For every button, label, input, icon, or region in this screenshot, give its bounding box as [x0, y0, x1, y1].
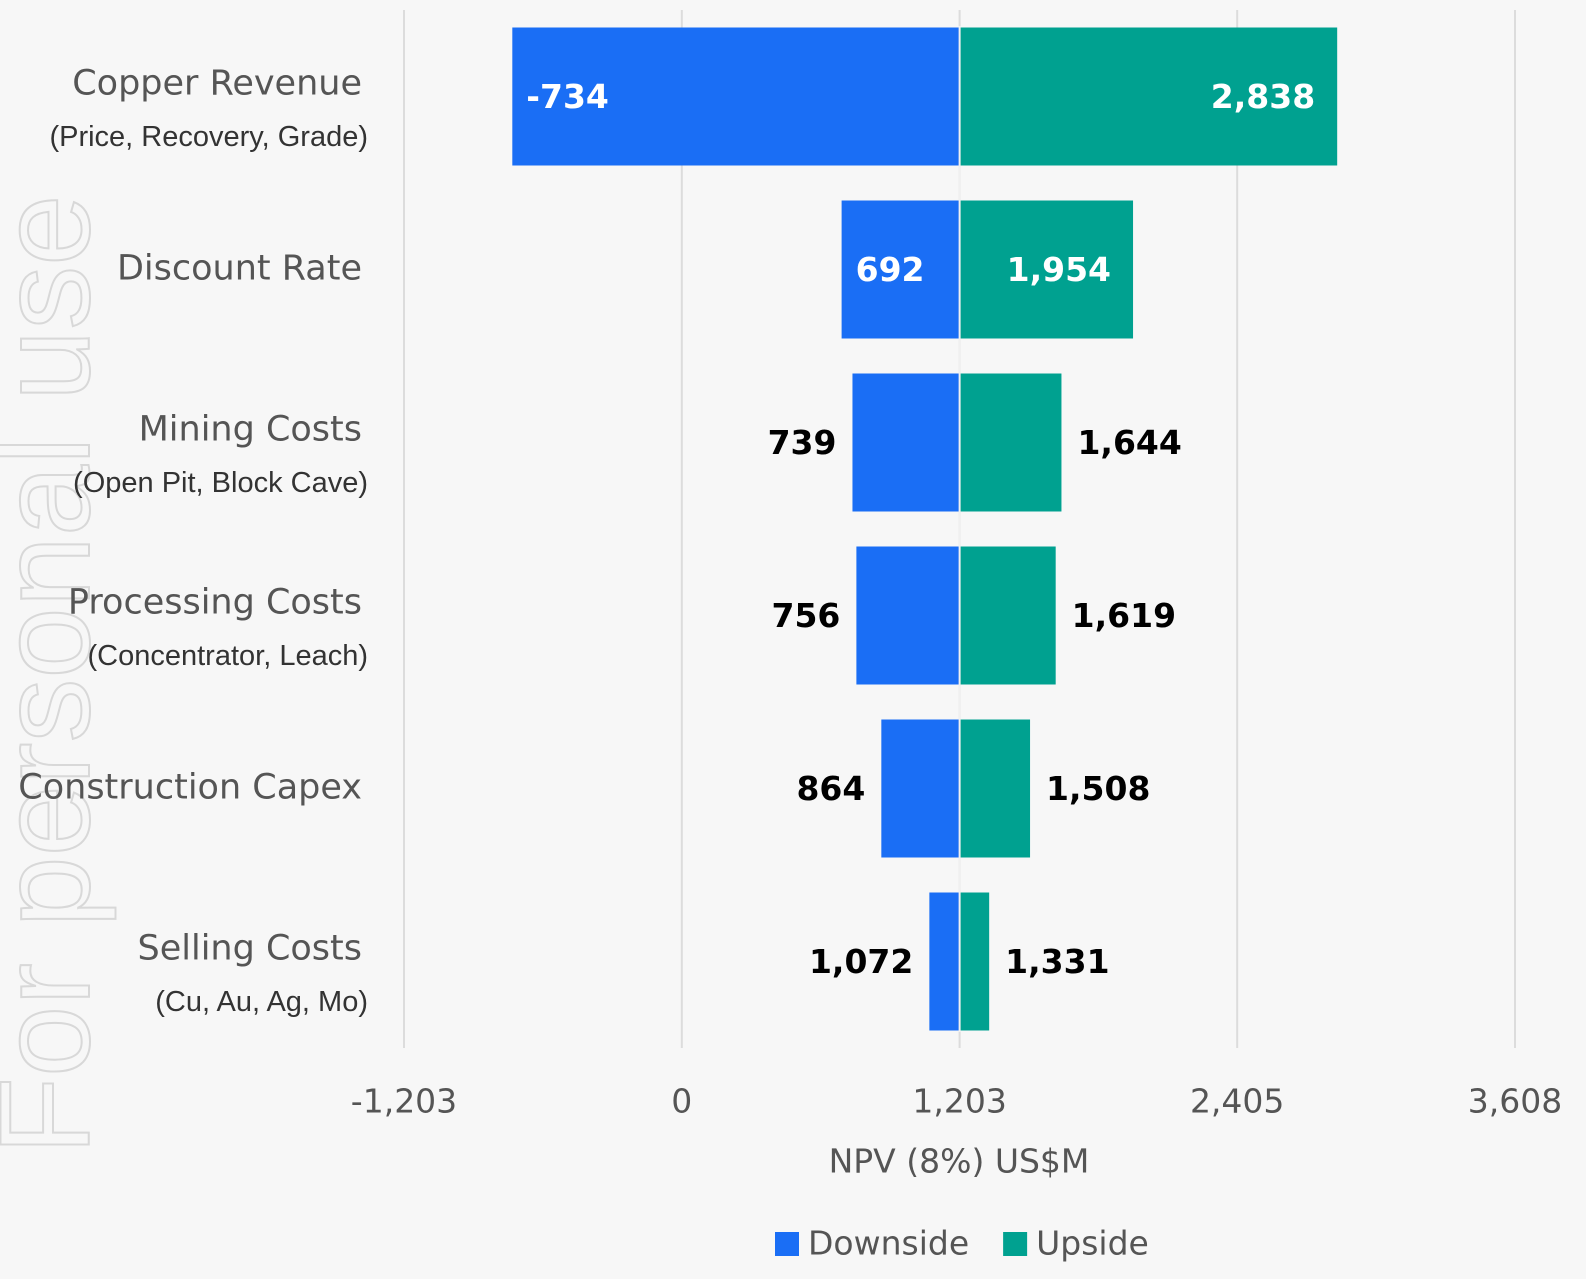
- legend-label: Downside: [808, 1224, 969, 1263]
- category-label: Discount Rate: [117, 249, 362, 289]
- x-tick-label: 0: [671, 1082, 692, 1121]
- value-label: -734: [526, 77, 609, 116]
- bar: [959, 719, 1031, 858]
- bar: [959, 27, 1338, 166]
- value-label: 756: [771, 596, 840, 635]
- category-note: (Open Pit, Block Cave): [73, 467, 368, 499]
- x-tick-label: 3,608: [1468, 1082, 1562, 1121]
- bar: [929, 892, 960, 1031]
- bar: [852, 373, 960, 512]
- category-note: (Concentrator, Leach): [88, 640, 368, 672]
- bar: [856, 546, 960, 685]
- value-label: 1,331: [1005, 942, 1109, 981]
- legend-label: Upside: [1036, 1224, 1149, 1263]
- x-tick-label: 2,405: [1190, 1082, 1284, 1121]
- bar: [881, 719, 960, 858]
- category-label: Construction Capex: [18, 768, 362, 808]
- value-label: 1,508: [1046, 769, 1150, 808]
- x-tick-label: -1,203: [351, 1082, 457, 1121]
- x-axis-title: NPV (8%) US$M: [829, 1142, 1090, 1181]
- legend-swatch: [775, 1232, 799, 1256]
- value-label: 1,644: [1077, 423, 1181, 462]
- value-label: 1,072: [809, 942, 913, 981]
- bar: [841, 200, 960, 339]
- category-note: (Cu, Au, Ag, Mo): [155, 986, 368, 1018]
- category-label: Selling Costs: [138, 929, 363, 969]
- x-tick-label: 1,203: [912, 1082, 1006, 1121]
- bar: [512, 27, 960, 166]
- bar: [959, 546, 1056, 685]
- watermark: For personal use: [0, 195, 117, 1156]
- category-label: Mining Costs: [139, 410, 362, 450]
- value-label: 1,954: [1007, 250, 1111, 289]
- category-label: Copper Revenue: [72, 64, 362, 104]
- legend-swatch: [1003, 1232, 1028, 1256]
- value-label: 2,838: [1211, 77, 1315, 116]
- value-label: 739: [768, 423, 837, 462]
- bar: [959, 892, 990, 1031]
- category-label: Processing Costs: [68, 583, 362, 623]
- value-label: 692: [856, 250, 925, 289]
- value-label: 1,619: [1072, 596, 1176, 635]
- category-note: (Price, Recovery, Grade): [49, 121, 368, 153]
- bar: [959, 200, 1134, 339]
- bar: [959, 373, 1062, 512]
- value-label: 864: [796, 769, 865, 808]
